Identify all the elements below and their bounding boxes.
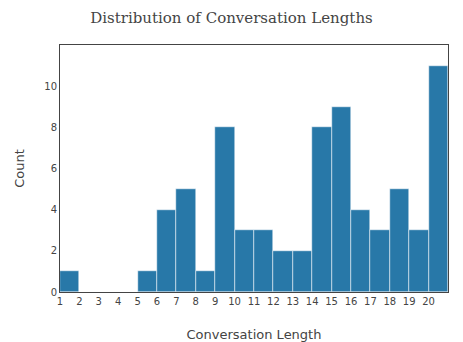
svg-text:10: 10 bbox=[228, 296, 241, 307]
svg-text:1: 1 bbox=[57, 296, 63, 307]
svg-text:18: 18 bbox=[383, 296, 396, 307]
svg-text:11: 11 bbox=[248, 296, 261, 307]
svg-text:2: 2 bbox=[76, 296, 82, 307]
svg-text:10: 10 bbox=[44, 81, 57, 92]
svg-text:13: 13 bbox=[286, 296, 299, 307]
svg-text:16: 16 bbox=[345, 296, 358, 307]
svg-text:3: 3 bbox=[96, 296, 102, 307]
svg-text:6: 6 bbox=[51, 163, 57, 174]
svg-text:Count: Count bbox=[12, 149, 27, 188]
svg-text:8: 8 bbox=[51, 122, 57, 133]
svg-text:9: 9 bbox=[212, 296, 218, 307]
svg-text:14: 14 bbox=[306, 296, 319, 307]
svg-text:0: 0 bbox=[51, 287, 57, 298]
svg-text:Distribution of Conversation L: Distribution of Conversation Lengths bbox=[90, 9, 373, 27]
svg-text:Conversation Length: Conversation Length bbox=[187, 327, 322, 342]
svg-text:5: 5 bbox=[134, 296, 140, 307]
svg-text:7: 7 bbox=[173, 296, 179, 307]
svg-text:15: 15 bbox=[325, 296, 338, 307]
svg-text:2: 2 bbox=[51, 245, 57, 256]
svg-text:17: 17 bbox=[364, 296, 377, 307]
svg-text:20: 20 bbox=[422, 296, 435, 307]
svg-text:6: 6 bbox=[154, 296, 160, 307]
svg-text:4: 4 bbox=[115, 296, 121, 307]
svg-text:12: 12 bbox=[267, 296, 280, 307]
svg-text:8: 8 bbox=[193, 296, 199, 307]
svg-text:19: 19 bbox=[403, 296, 416, 307]
svg-text:4: 4 bbox=[51, 204, 57, 215]
